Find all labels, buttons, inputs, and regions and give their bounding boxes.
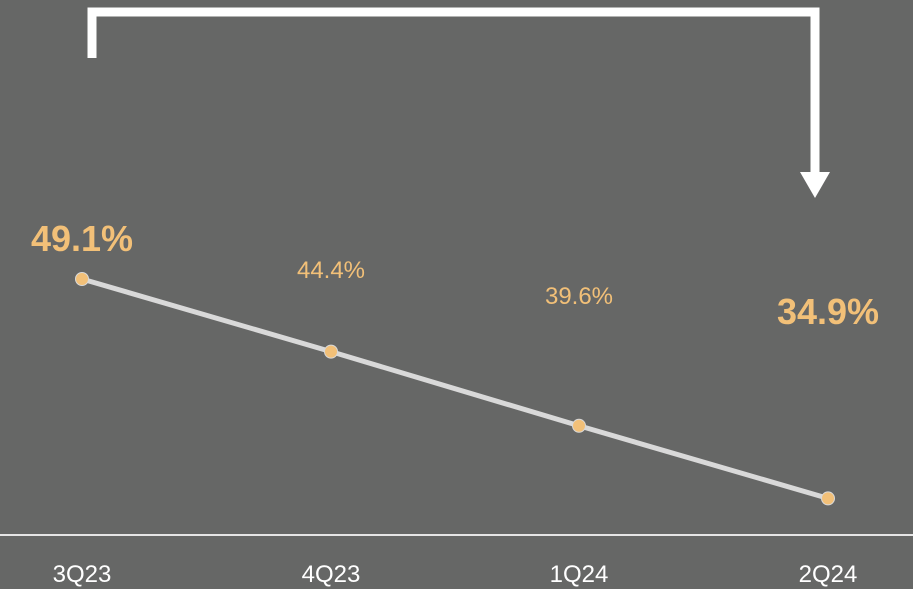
- data-label-layer: 49.1% 44.4% 39.6% 34.9%: [31, 218, 879, 332]
- data-point-3Q23: [75, 272, 89, 286]
- data-label-2Q24: 34.9%: [777, 291, 879, 332]
- series-layer: [75, 272, 835, 506]
- data-label-3Q23: 49.1%: [31, 218, 133, 259]
- x-tick-label-1Q24: 1Q24: [550, 561, 609, 588]
- x-tick-layer: 3Q23 4Q23 1Q24 2Q24: [53, 561, 858, 588]
- series-line: [79, 276, 831, 501]
- arrow-head-icon: [800, 172, 830, 198]
- data-point-1Q24: [572, 418, 586, 433]
- comparison-arrow: [87, 7, 820, 172]
- x-tick-label-2Q24: 2Q24: [799, 561, 858, 588]
- data-point-4Q23: [324, 344, 338, 359]
- data-label-1Q24: 39.6%: [545, 283, 613, 310]
- data-point-2Q24: [821, 491, 835, 506]
- x-tick-label-4Q23: 4Q23: [302, 561, 361, 588]
- data-label-4Q23: 44.4%: [297, 257, 365, 284]
- x-tick-label-3Q23: 3Q23: [53, 561, 112, 588]
